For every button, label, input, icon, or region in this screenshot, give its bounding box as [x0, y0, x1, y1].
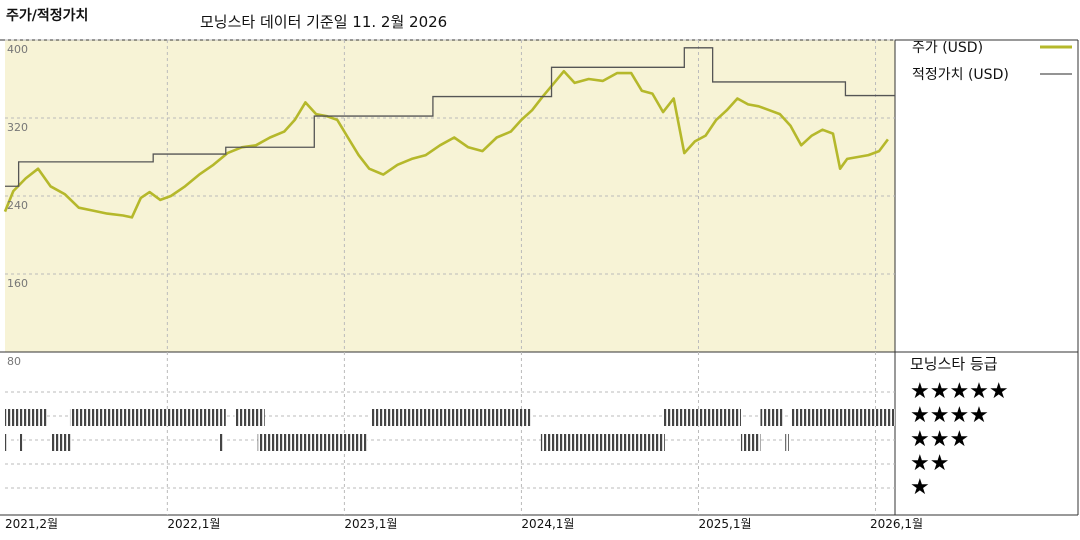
rating-segment-3-star: [785, 434, 789, 451]
rating-segment-3-star: [218, 434, 225, 451]
rating-level-2-stars: ★★: [910, 451, 949, 476]
rating-segment-3-star: [740, 434, 761, 451]
rating-segment-2-star: [234, 409, 265, 426]
rating-segment-2-star: [5, 409, 47, 426]
rating-segment-2-star: [69, 409, 226, 426]
rating-segment-2-star: [663, 409, 741, 426]
rating-level-5-stars: ★★★★★: [910, 379, 1009, 404]
y-tick-label: 80: [7, 355, 21, 368]
x-tick-label: 2023,1월: [344, 517, 397, 531]
rating-segment-3-star: [257, 434, 368, 451]
fair-value-line: [5, 47, 895, 187]
y-tick-label: 160: [7, 277, 28, 290]
rating-level-4-stars: ★★★★: [910, 403, 989, 428]
rating-panel-title: 모닝스타 등급: [910, 355, 998, 373]
legend-label-price: 주가 (USD): [912, 40, 983, 56]
price-line: [3, 69, 889, 219]
chart-title: 주가/적정가치: [6, 7, 88, 24]
rating-segment-2-star: [790, 409, 895, 426]
legend-label-fair-value: 적정가치 (USD): [912, 67, 1009, 83]
rating-segment-3-star: [5, 434, 9, 451]
chart-subtitle: 모닝스타 데이터 기준일 11. 2월 2026: [200, 13, 447, 31]
rating-segment-3-star: [540, 434, 665, 451]
rating-segment-2-star: [370, 409, 531, 426]
rating-segment-3-star: [50, 434, 72, 451]
x-tick-label: 2025,1월: [698, 517, 751, 531]
rating-segment-2-star: [760, 409, 784, 426]
y-tick-label: 400: [7, 43, 28, 56]
x-tick-label: 2026,1월: [870, 517, 923, 531]
rating-background: [5, 352, 895, 515]
rating-segment-3-star: [18, 434, 23, 451]
y-tick-label: 320: [7, 121, 28, 134]
x-tick-label: 2022,1월: [167, 517, 220, 531]
rating-level-3-stars: ★★★: [910, 427, 969, 452]
rating-level-1-stars: ★: [910, 475, 930, 500]
y-tick-label: 240: [7, 199, 28, 212]
x-tick-label: 2021,2월: [5, 517, 58, 531]
x-tick-label: 2024,1월: [521, 517, 574, 531]
